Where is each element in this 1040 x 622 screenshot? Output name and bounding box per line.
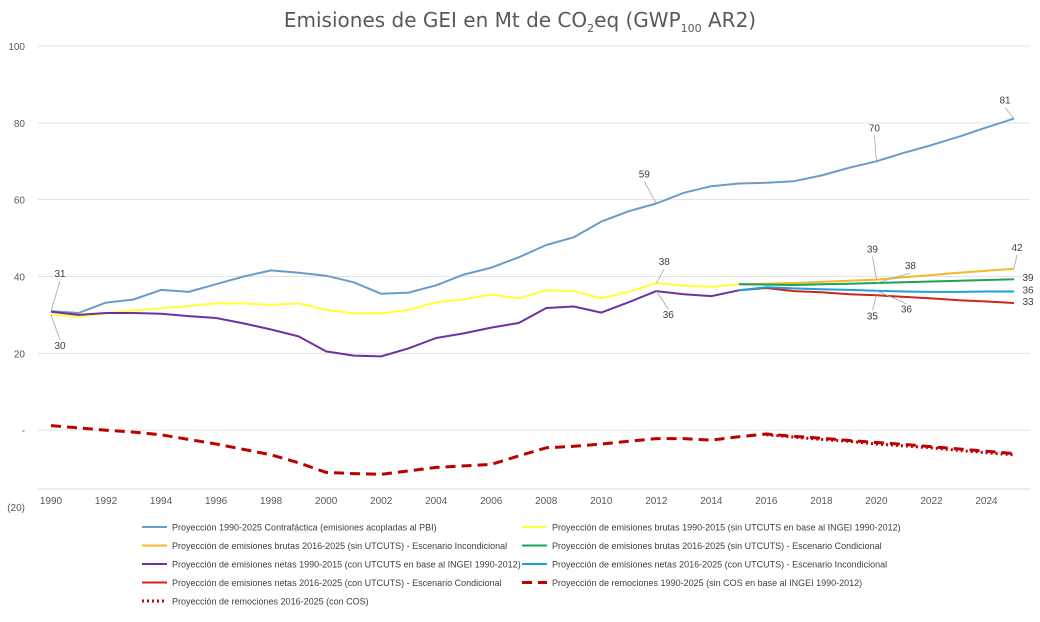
legend-label: Proyección 1990-2025 Contrafáctica (emis… xyxy=(172,523,437,533)
series-line-remociones_hist xyxy=(50,424,1015,476)
data-label: 81 xyxy=(999,96,1011,107)
x-tick-label: 2010 xyxy=(590,496,613,507)
x-tick-label: 2022 xyxy=(920,496,943,507)
label-leader-line xyxy=(643,181,657,204)
legend-label: Proyección de emisiones netas 2016-2025 … xyxy=(552,560,887,570)
chart-title: Emisiones de GEI en Mt de CO2eq (GWP100 … xyxy=(0,8,1040,35)
gridlines xyxy=(38,45,1030,431)
label-leader-line xyxy=(874,135,877,162)
x-tick-label: 2018 xyxy=(810,496,833,507)
data-label: 33 xyxy=(1022,297,1034,308)
data-label: 59 xyxy=(639,170,651,181)
chart-title-part: Emisiones de GEI en Mt de CO xyxy=(283,8,588,32)
x-tick-label: 2014 xyxy=(700,496,723,507)
legend-label: Proyección de remociones 1990-2025 (sin … xyxy=(552,578,862,588)
x-tick-label: 2006 xyxy=(480,496,503,507)
axes: 100 80 60 40 20 - (20) 1990 1992 1994 1996 1998 2000… xyxy=(7,42,1030,514)
series-line-netas_hist xyxy=(50,289,740,358)
chart-title-part: eq (GWP xyxy=(594,8,681,32)
data-label: 39 xyxy=(1022,273,1034,284)
data-label: 42 xyxy=(1011,243,1023,254)
data-label: 38 xyxy=(905,261,917,272)
y-tick-label: (20) xyxy=(7,503,25,514)
y-tick-label: 80 xyxy=(14,119,26,130)
x-tick-label: 2002 xyxy=(370,496,393,507)
legend-label: Proyección de remociones 2016-2025 (con … xyxy=(172,597,369,607)
label-leader-line xyxy=(1013,254,1018,269)
legend-label: Proyección de emisiones brutas 2016-2025… xyxy=(552,541,882,551)
x-tick-label: 2024 xyxy=(975,496,998,507)
data-label: 39 xyxy=(867,245,879,256)
legend: Proyección 1990-2025 Contrafáctica (emis… xyxy=(142,523,901,607)
label-leader-line xyxy=(872,256,877,280)
label-leader-line xyxy=(50,280,61,312)
label-leader-line xyxy=(872,295,877,311)
data-label: 38 xyxy=(659,257,671,268)
x-tick-label: 2020 xyxy=(865,496,888,507)
chart-title-subscript: 100 xyxy=(680,22,702,35)
chart-title-subscript: 2 xyxy=(587,22,595,35)
legend-label: Proyección de emisiones netas 1990-2015 … xyxy=(172,560,521,570)
data-label: 31 xyxy=(54,269,66,280)
data-label: 70 xyxy=(869,123,881,134)
series-line-netas_cond xyxy=(738,287,1015,304)
x-tick-label: 1990 xyxy=(40,496,63,507)
x-tick-label: 2008 xyxy=(535,496,558,507)
series-line-brutas_hist xyxy=(50,282,739,318)
series-line-brutas_incond xyxy=(738,267,1015,286)
x-tick-label: 1992 xyxy=(95,496,118,507)
x-tick-label: 2000 xyxy=(315,496,338,507)
y-tick-label: 100 xyxy=(8,42,25,53)
label-leader-line xyxy=(50,314,61,341)
legend-label: Proyección de emisiones brutas 1990-2015… xyxy=(552,523,901,533)
y-tick-label: 40 xyxy=(14,273,26,284)
legend-label: Proyección de emisiones netas 2016-2025 … xyxy=(172,578,502,588)
series-line-brutas_cond xyxy=(738,278,1015,286)
x-tick-label: 2016 xyxy=(755,496,778,507)
series-line-remociones_cos xyxy=(766,433,1015,457)
chart-title-part: AR2) xyxy=(701,8,757,32)
data-label: 35 xyxy=(867,311,879,322)
y-tick-label: - xyxy=(22,426,25,437)
data-label: 36 xyxy=(901,305,913,316)
y-tick-label: 20 xyxy=(14,349,26,360)
label-leader-line xyxy=(655,290,669,310)
legend-label: Proyección de emisiones brutas 2016-2025… xyxy=(172,541,507,551)
series-line-netas_incond xyxy=(738,286,1014,293)
data-label: 36 xyxy=(663,310,675,321)
label-leader-line xyxy=(876,272,911,284)
data-label: 30 xyxy=(54,341,66,352)
x-tick-label: 1994 xyxy=(150,496,173,507)
x-tick-label: 1996 xyxy=(205,496,228,507)
series-line-contrafactica xyxy=(50,117,1015,314)
data-label: 36 xyxy=(1022,285,1034,296)
y-tick-label: 60 xyxy=(14,196,26,207)
x-tick-label: 2004 xyxy=(425,496,448,507)
x-tick-label: 2012 xyxy=(645,496,668,507)
x-tick-label: 1998 xyxy=(260,496,283,507)
label-leader-line xyxy=(876,290,907,305)
label-leader-line xyxy=(655,268,665,284)
series-lines xyxy=(50,117,1015,476)
label-leader-line xyxy=(1004,107,1015,119)
